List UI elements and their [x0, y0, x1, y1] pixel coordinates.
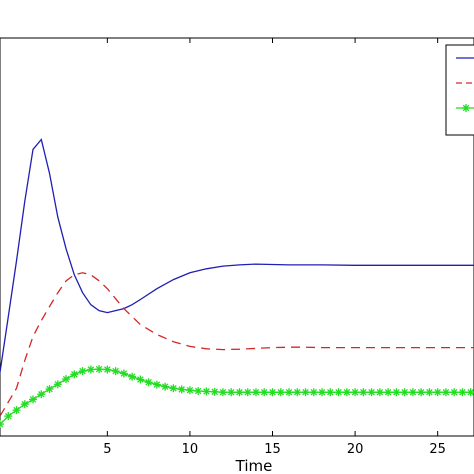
asterisk-marker: [95, 365, 104, 374]
asterisk-marker: [12, 406, 21, 415]
x-tick-label: 5: [103, 442, 111, 457]
asterisk-marker: [433, 388, 442, 397]
asterisk-marker: [111, 367, 120, 376]
asterisk-marker: [375, 388, 384, 397]
legend-box: [445, 44, 474, 136]
series-line-2: [0, 272, 474, 417]
asterisk-marker: [78, 367, 87, 376]
asterisk-marker: [293, 388, 302, 397]
series-layer: [0, 138, 474, 429]
asterisk-marker: [227, 388, 236, 397]
series-line-3: [0, 368, 471, 425]
asterisk-marker: [318, 388, 327, 397]
asterisk-marker: [425, 388, 434, 397]
asterisk-marker: [450, 388, 459, 397]
asterisk-marker: [152, 380, 161, 389]
asterisk-marker: [334, 388, 343, 397]
asterisk-marker: [285, 388, 294, 397]
asterisk-marker: [136, 375, 145, 384]
asterisk-marker: [441, 388, 450, 397]
asterisk-marker: [309, 388, 318, 397]
asterisk-marker: [185, 386, 194, 395]
asterisk-marker: [45, 385, 54, 394]
legend-marker: [462, 104, 470, 112]
asterisk-marker: [260, 388, 269, 397]
asterisk-marker: [251, 388, 260, 397]
asterisk-marker: [144, 378, 153, 387]
asterisk-marker: [202, 387, 211, 396]
asterisk-marker: [20, 400, 29, 409]
asterisk-marker: [103, 365, 112, 374]
asterisk-marker: [276, 388, 285, 397]
asterisk-marker: [37, 390, 46, 399]
x-tick-label: 10: [182, 442, 199, 457]
asterisk-marker: [268, 388, 277, 397]
x-tick-label: 20: [347, 442, 364, 457]
asterisk-marker: [218, 388, 227, 397]
asterisk-marker: [128, 372, 137, 381]
asterisk-marker: [177, 385, 186, 394]
plot-area: [0, 37, 474, 437]
x-axis-ticks: 5 10 15 20 25: [103, 38, 446, 457]
asterisk-marker: [400, 388, 409, 397]
asterisk-marker: [161, 382, 170, 391]
asterisk-marker: [243, 388, 252, 397]
x-tick-label: 25: [429, 442, 446, 457]
asterisk-marker: [458, 388, 467, 397]
asterisk-marker: [342, 388, 351, 397]
asterisk-marker: [417, 388, 426, 397]
asterisk-marker: [70, 370, 79, 379]
asterisk-marker: [326, 388, 335, 397]
series-line-1: [0, 138, 474, 373]
asterisk-marker: [194, 387, 203, 396]
asterisk-marker: [0, 420, 4, 429]
asterisk-marker: [367, 388, 376, 397]
asterisk-marker: [62, 375, 71, 384]
asterisk-marker: [408, 388, 417, 397]
legend: [445, 44, 474, 136]
asterisk-marker: [384, 388, 393, 397]
asterisk-marker: [53, 380, 62, 389]
asterisk-marker: [210, 387, 219, 396]
asterisk-marker: [235, 388, 244, 397]
asterisk-marker: [351, 388, 360, 397]
asterisk-marker: [169, 384, 178, 393]
asterisk-marker: [119, 369, 128, 378]
asterisk-marker: [29, 395, 38, 404]
asterisk-marker: [466, 388, 474, 397]
asterisk-marker: [86, 365, 95, 374]
asterisk-marker: [392, 388, 401, 397]
asterisk-marker: [4, 412, 13, 421]
x-axis-title: Time: [235, 457, 273, 474]
asterisk-marker: [359, 388, 368, 397]
asterisk-marker: [301, 388, 310, 397]
x-tick-label: 15: [264, 442, 281, 457]
